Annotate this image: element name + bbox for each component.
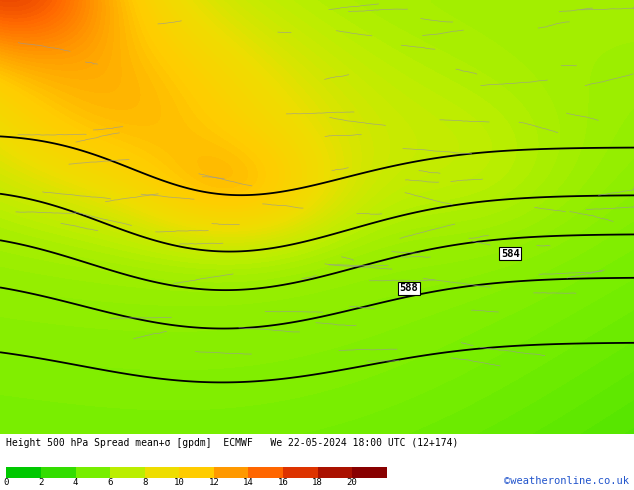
Bar <box>75 467 110 488</box>
Bar <box>214 467 249 488</box>
Text: 20: 20 <box>347 477 358 487</box>
Bar <box>179 467 214 488</box>
Bar <box>41 467 75 488</box>
Text: ©weatheronline.co.uk: ©weatheronline.co.uk <box>504 476 629 487</box>
Text: 6: 6 <box>107 477 113 487</box>
Bar <box>318 467 352 488</box>
Text: 16: 16 <box>278 477 288 487</box>
Bar <box>352 467 387 488</box>
Text: 8: 8 <box>142 477 147 487</box>
Text: 12: 12 <box>209 477 219 487</box>
Bar <box>110 467 145 488</box>
Text: 4: 4 <box>73 477 78 487</box>
Text: 0: 0 <box>4 477 9 487</box>
Text: Height 500 hPa Spread mean+σ [gpdm]  ECMWF   We 22-05-2024 18:00 UTC (12+174): Height 500 hPa Spread mean+σ [gpdm] ECMW… <box>6 439 459 448</box>
Text: 588: 588 <box>399 283 418 294</box>
Text: 2: 2 <box>38 477 44 487</box>
Text: 10: 10 <box>174 477 184 487</box>
Bar <box>6 467 41 488</box>
Text: 584: 584 <box>501 249 520 259</box>
Bar <box>283 467 318 488</box>
Bar <box>249 467 283 488</box>
Text: 18: 18 <box>312 477 323 487</box>
Bar <box>145 467 179 488</box>
Text: 14: 14 <box>243 477 254 487</box>
